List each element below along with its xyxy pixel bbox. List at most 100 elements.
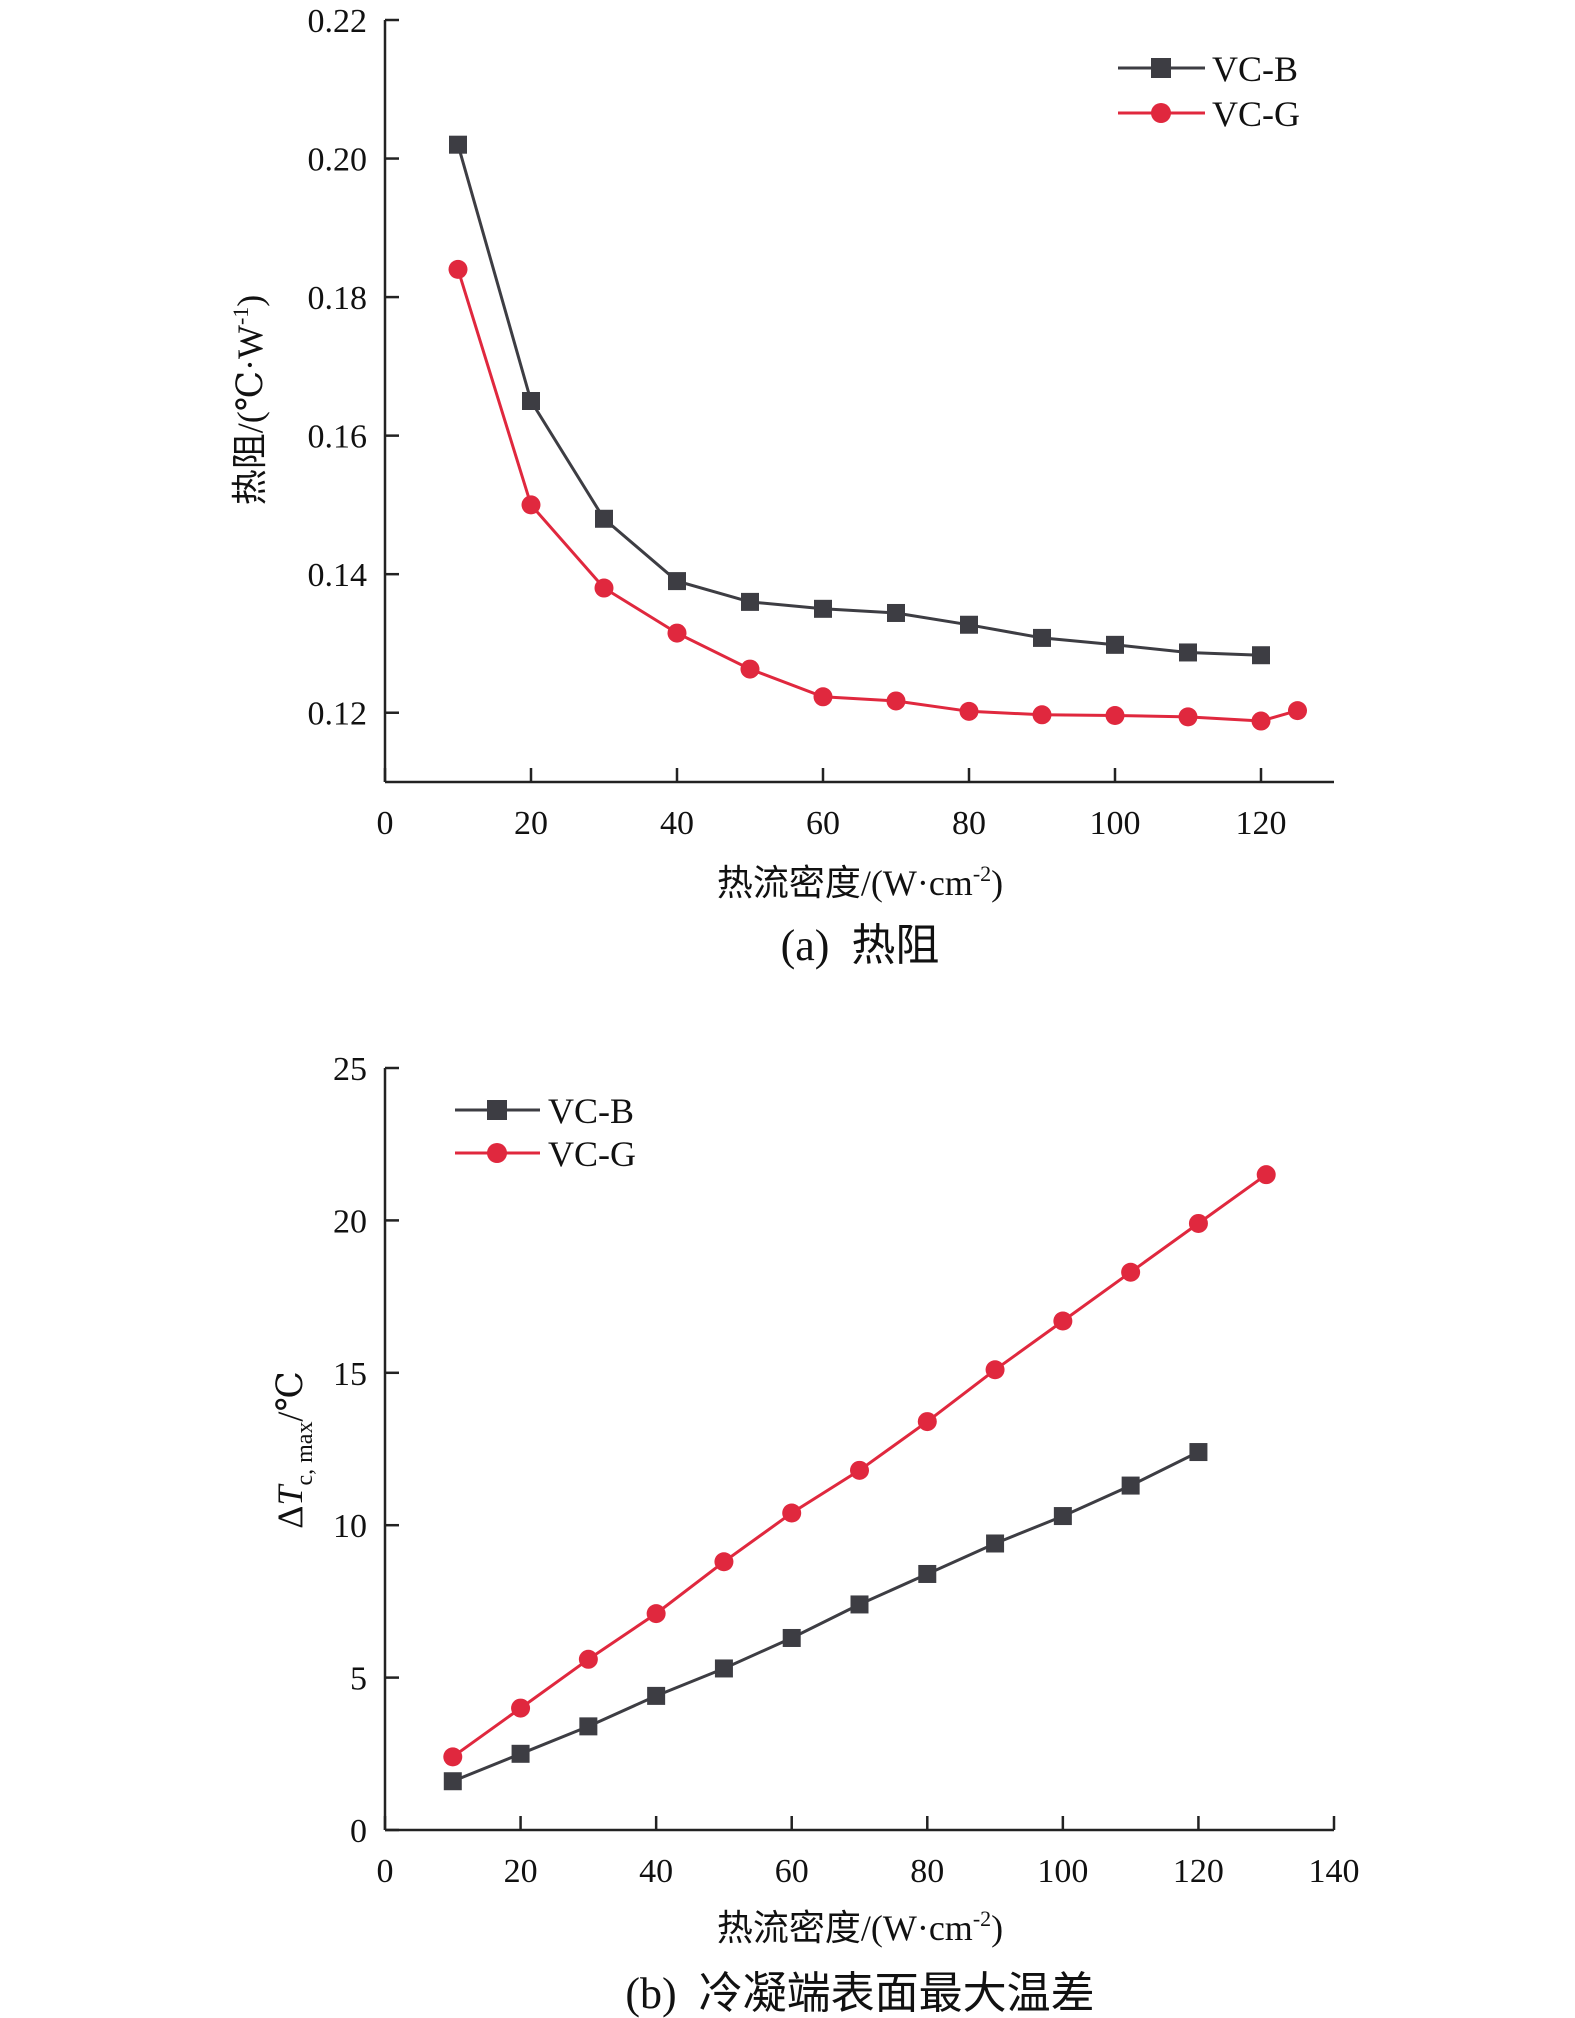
series-vc-g [443,1165,1276,1767]
chart-a: 0.12 0.14 0.16 0.18 0.20 0.22 0 20 40 60 80 100 120… [228,3,1334,970]
point-vc-g [782,1503,802,1523]
point-vc-b [741,592,759,611]
chart-b-axes [383,1068,1334,1832]
series-vc-b [443,1443,1208,1791]
y-tick-label: 0.14 [308,557,368,594]
point-vc-b [1106,635,1124,654]
point-vc-g [1105,705,1125,725]
chart-b-y-title-t: T [270,1483,310,1506]
point-vc-b [850,1595,869,1614]
chart-a-axes [383,20,1334,784]
point-vc-g [714,1552,734,1572]
chart-b-y-ticks: 0 5 10 15 20 25 [333,1051,399,1850]
y-tick-label: 0 [350,1813,367,1850]
point-vc-b [1053,1507,1072,1526]
x-tick-label: 40 [660,805,694,842]
y-tick-label: 25 [333,1051,367,1088]
y-tick-label: 5 [350,1661,367,1698]
legend-label-vc-b: VC-B [1212,49,1298,89]
point-vc-b [918,1564,937,1583]
y-tick-label: 20 [333,1203,367,1240]
chart-b-x-ticks: 0 20 40 60 80 100 120 140 [377,1816,1360,1890]
point-vc-b [1121,1476,1140,1495]
x-tick-label: 40 [639,1853,673,1890]
y-tick-label: 0.18 [308,280,368,317]
legend-marker-vc-g [487,1143,507,1163]
point-vc-g [443,1747,463,1767]
point-vc-b [1189,1443,1208,1462]
point-vc-g [1256,1165,1276,1185]
point-vc-g [740,659,760,679]
x-tick-label: 140 [1309,1853,1360,1890]
point-vc-b [1179,643,1197,662]
legend-marker-vc-b [487,1100,507,1120]
y-tick-label: 0.12 [308,696,368,733]
chart-a-y-title-sup: -1 [228,307,253,325]
legend-marker-vc-b [1151,58,1171,78]
point-vc-b [714,1659,733,1678]
point-vc-g [1053,1311,1073,1331]
chart-a-y-ticks: 0.12 0.14 0.16 0.18 0.20 0.22 [308,3,399,733]
legend-label-vc-g: VC-G [548,1134,636,1174]
point-vc-g [667,623,687,643]
series-line-vc-g [456,268,1298,723]
x-tick-label: 100 [1037,1853,1088,1890]
chart-b-y-title-end: /℃ [270,1371,310,1421]
point-vc-b [986,1534,1005,1553]
chart-a-x-title-sup: -2 [973,861,991,886]
chart-a-x-title-main: 热流密度/(W·cm [717,863,973,903]
x-tick-label: 20 [514,805,548,842]
point-vc-g [578,1649,598,1669]
x-tick-label: 0 [377,1853,394,1890]
chart-b-y-title-delta: Δ [270,1506,310,1529]
point-vc-g [511,1698,531,1718]
chart-b-y-title-sub: c, max [292,1422,318,1486]
chart-b-legend: VC-B VC-G [455,1091,636,1174]
x-tick-label: 60 [775,1853,809,1890]
point-vc-b [887,603,905,622]
point-vc-b [511,1744,530,1763]
point-vc-g [850,1460,869,1480]
series-line-vc-b [452,1450,1200,1783]
y-tick-label: 0.20 [308,142,368,179]
y-tick-label: 15 [333,1356,367,1393]
point-vc-b [1252,646,1270,665]
x-tick-label: 80 [952,805,986,842]
point-vc-g [594,578,614,598]
point-vc-b [579,1717,598,1736]
point-vc-g [448,259,468,279]
series-line-vc-b [456,144,1262,657]
point-vc-b [522,392,540,410]
point-vc-g [521,495,541,515]
chart-b-series [443,1165,1276,1791]
x-tick-label: 20 [504,1853,538,1890]
y-tick-label: 0.22 [308,3,368,40]
chart-b-x-title-sup: -2 [973,1906,991,1931]
point-vc-b [595,509,613,528]
point-vc-b [814,599,832,618]
point-vc-g [917,1412,937,1432]
legend-label-vc-g: VC-G [1212,94,1300,134]
point-vc-b [449,135,467,154]
point-vc-g [1251,711,1271,731]
chart-b-x-title-end: ) [991,1908,1003,1948]
point-vc-b [1033,628,1051,647]
chart-b-caption: (b) 冷凝端表面最大温差 [625,1969,1094,2018]
chart-a-x-title-end: ) [991,863,1003,903]
point-vc-b [647,1686,666,1705]
chart-a-x-ticks: 0 20 40 60 80 100 120 [377,768,1287,842]
point-vc-g [1288,701,1307,721]
chart-a-y-title-end: ) [230,295,270,307]
series-vc-g [448,259,1307,731]
chart-b-x-title-main: 热流密度/(W·cm [717,1908,973,1948]
x-tick-label: 120 [1173,1853,1224,1890]
point-vc-b [668,572,686,591]
point-vc-g [985,1360,1005,1380]
chart-a-y-axis-title: 热阻/(℃·W-1) [228,295,270,506]
chart-b-legend-vc-g: VC-G [455,1134,636,1174]
y-tick-label: 0.16 [308,419,368,456]
point-vc-g [1121,1262,1141,1282]
chart-b-x-axis-title: 热流密度/(W·cm-2) [717,1906,1003,1948]
